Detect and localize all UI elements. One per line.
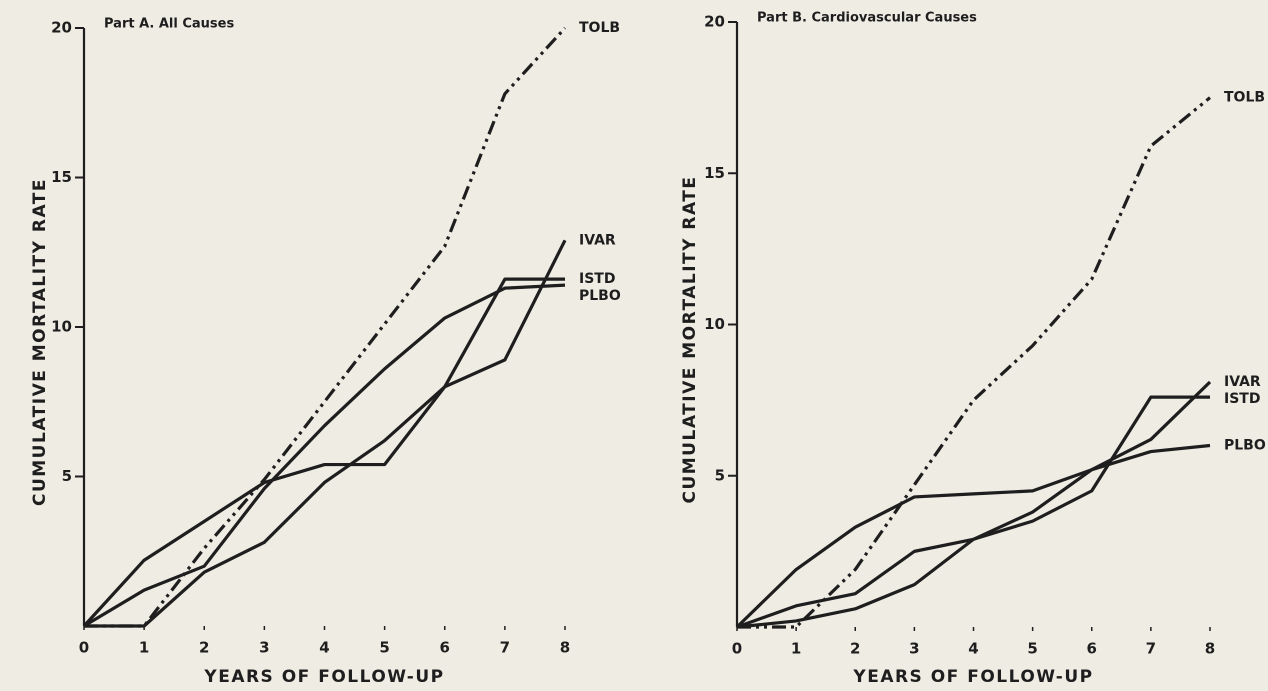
y-tick-label: 15 bbox=[51, 168, 72, 186]
y-tick-label: 20 bbox=[51, 19, 72, 37]
series-label: IVAR bbox=[579, 232, 616, 248]
x-tick-label: 8 bbox=[1205, 640, 1215, 658]
x-tick-label: 6 bbox=[1087, 640, 1097, 658]
series-line bbox=[737, 96, 1212, 629]
series-line bbox=[82, 239, 567, 628]
x-tick-label: 2 bbox=[199, 639, 209, 657]
x-axis-label: YEARS OF FOLLOW-UP bbox=[203, 667, 444, 687]
chart-title: Part A. All Causes bbox=[104, 17, 234, 32]
y-tick-label: 5 bbox=[715, 466, 725, 484]
x-tick-label: 0 bbox=[79, 639, 89, 657]
series-label: PLBO bbox=[579, 288, 621, 304]
y-tick-label: 15 bbox=[704, 164, 725, 182]
x-tick-label: 7 bbox=[1146, 640, 1156, 658]
series-label: IVAR bbox=[1224, 374, 1261, 390]
x-tick-label: 4 bbox=[968, 640, 978, 658]
x-tick-label: 0 bbox=[732, 640, 742, 658]
series-label: PLBO bbox=[1224, 438, 1266, 454]
y-tick-label: 10 bbox=[704, 315, 725, 333]
series-label: TOLB bbox=[579, 20, 620, 36]
series-line bbox=[84, 26, 567, 628]
y-tick-label: 10 bbox=[51, 318, 72, 336]
x-tick-label: 3 bbox=[259, 639, 269, 657]
x-tick-label: 8 bbox=[560, 639, 570, 657]
x-axis-label: YEARS OF FOLLOW-UP bbox=[852, 667, 1093, 687]
series-label: TOLB bbox=[1224, 90, 1265, 106]
x-tick-label: 1 bbox=[791, 640, 801, 658]
y-axis-label: CUMULATIVE MORTALITY RATE bbox=[30, 178, 50, 506]
series-line bbox=[736, 395, 1210, 629]
x-tick-label: 6 bbox=[440, 639, 450, 657]
x-tick-label: 1 bbox=[139, 639, 149, 657]
x-tick-label: 5 bbox=[1027, 640, 1037, 658]
series-line bbox=[83, 283, 566, 628]
chart-title: Part B. Cardiovascular Causes bbox=[757, 11, 977, 26]
x-tick-label: 3 bbox=[909, 640, 919, 658]
series-line bbox=[735, 443, 1211, 629]
series-label: ISTD bbox=[579, 271, 615, 287]
x-tick-label: 5 bbox=[379, 639, 389, 657]
series-label: ISTD bbox=[1224, 391, 1260, 407]
x-tick-label: 2 bbox=[850, 640, 860, 658]
x-tick-label: 4 bbox=[319, 639, 329, 657]
x-tick-label: 7 bbox=[500, 639, 510, 657]
series-line bbox=[84, 277, 565, 628]
y-tick-label: 20 bbox=[704, 13, 725, 31]
y-tick-label: 5 bbox=[62, 467, 72, 485]
y-axis-label: CUMULATIVE MORTALITY RATE bbox=[680, 175, 700, 503]
